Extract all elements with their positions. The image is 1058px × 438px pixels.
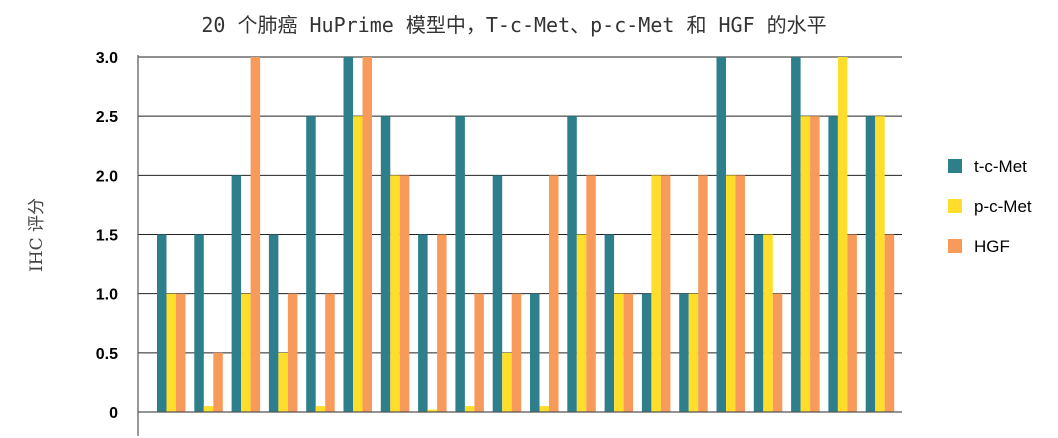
bar-p-c-Met-19 [837,57,848,412]
y-tick-label: 2.5 [96,109,118,126]
bar-HGF-12 [586,175,596,412]
bar-HGF-17 [772,293,783,412]
bar-HGF-4 [287,293,298,412]
bar-HGF-19 [847,234,857,412]
bar-HGF-6 [362,57,372,412]
bar-HGF-18 [810,116,820,413]
bar-p-c-Met-18 [800,116,811,413]
y-tick-labels: 0 0.5 1.0 1.5 2.0 2.5 3.0 [96,50,118,422]
bar-p-c-Met-16 [726,175,736,412]
bar-p-c-Met-15 [688,293,699,412]
bar-t-c-Met-18 [791,57,801,412]
bar-t-c-Met-16 [716,57,726,412]
bar-p-c-Met-6 [353,116,363,413]
bar-HGF-15 [698,175,708,412]
bar-p-c-Met-17 [763,234,773,412]
bar-t-c-Met-10 [492,175,503,412]
bars [157,57,895,413]
legend-swatch-p-c-Met [948,199,962,213]
y-axis-label: IHC 评分 [27,198,47,272]
bar-p-c-Met-4 [278,352,288,412]
legend: t-c-Met p-c-Met HGF [948,157,1032,256]
bar-p-c-Met-12 [576,234,587,412]
axes [137,55,902,436]
bar-p-c-Met-7 [390,175,400,412]
bar-HGF-20 [884,234,895,412]
y-tick-label: 2.0 [96,168,118,185]
legend-label-p-c-Met: p-c-Met [974,197,1032,216]
y-tick-label: 1.0 [96,287,118,304]
bar-t-c-Met-5 [306,116,316,413]
bar-p-c-Met-9 [464,406,475,412]
bar-t-c-Met-2 [194,234,204,412]
bar-t-c-Met-17 [753,234,764,412]
bar-t-c-Met-20 [865,116,876,413]
bar-t-c-Met-9 [455,116,465,413]
bar-t-c-Met-14 [641,293,652,412]
bar-HGF-14 [660,175,671,412]
bar-HGF-9 [474,293,484,412]
bar-p-c-Met-2 [203,406,214,412]
bar-HGF-7 [399,175,410,412]
bar-HGF-10 [511,293,522,412]
bar-p-c-Met-13 [614,293,624,412]
bar-t-c-Met-1 [157,234,167,412]
legend-swatch-t-c-Met [948,159,962,173]
legend-label-HGF: HGF [974,237,1010,256]
bar-p-c-Met-1 [166,293,176,412]
bar-p-c-Met-3 [241,293,251,412]
legend-label-t-c-Met: t-c-Met [974,157,1027,176]
bar-t-c-Met-11 [530,293,540,412]
y-tick-label: 0.5 [96,346,118,363]
bar-t-c-Met-7 [380,116,391,413]
bar-t-c-Met-6 [343,57,353,412]
y-tick-label: 3.0 [96,50,118,67]
y-tick-label: 1.5 [96,228,118,245]
bar-t-c-Met-8 [418,234,428,412]
bar-p-c-Met-5 [315,406,326,412]
bar-HGF-5 [325,293,335,412]
bar-p-c-Met-8 [427,409,438,412]
bar-HGF-3 [250,57,261,412]
bar-p-c-Met-20 [875,116,885,413]
bar-t-c-Met-19 [828,116,838,413]
chart-title: 20 个肺癌 HuPrime 模型中，T-c-Met、p-c-Met 和 HGF… [201,13,826,37]
y-tick-label: 0 [109,405,118,422]
bar-p-c-Met-14 [651,175,661,412]
bar-t-c-Met-3 [231,175,242,412]
legend-swatch-HGF [948,239,962,253]
bar-t-c-Met-12 [567,116,577,413]
bar-p-c-Met-11 [539,406,549,412]
bar-HGF-2 [213,352,223,412]
bar-HGF-16 [735,175,745,412]
bar-t-c-Met-13 [604,234,615,412]
bar-HGF-11 [549,175,559,412]
bar-HGF-13 [623,293,634,412]
bar-p-c-Met-10 [502,352,512,412]
bar-t-c-Met-15 [679,293,689,412]
bar-t-c-Met-4 [268,234,279,412]
bar-HGF-1 [176,293,186,412]
bar-HGF-8 [437,234,447,412]
